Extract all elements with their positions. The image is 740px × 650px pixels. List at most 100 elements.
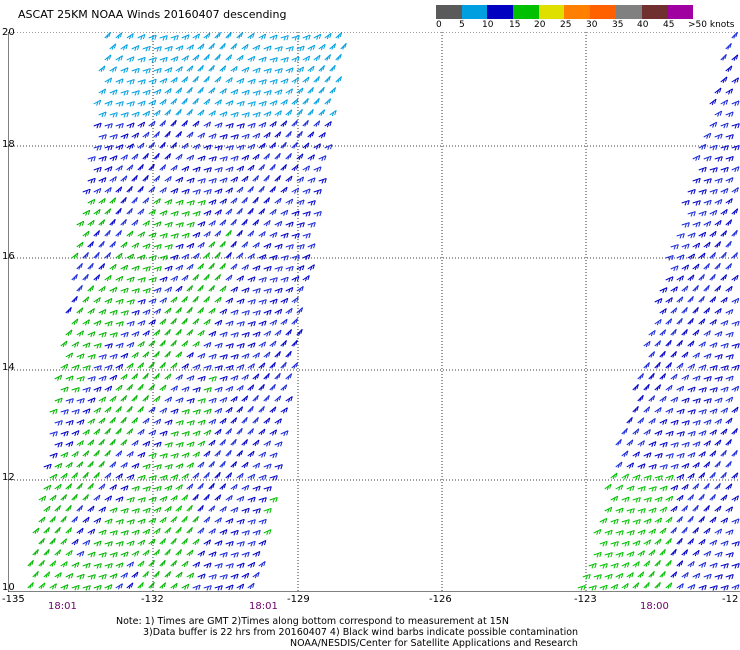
wind-barb [98, 506, 107, 513]
wind-barb [203, 75, 210, 83]
wind-barb [252, 175, 259, 182]
wind-barb [98, 331, 107, 338]
wind-barb [142, 153, 149, 160]
wind-barb [214, 428, 222, 436]
wind-barb [214, 251, 221, 259]
wind-barb [659, 441, 668, 448]
wind-barb [109, 507, 118, 514]
wind-barb [714, 418, 723, 425]
wind-barb [709, 121, 718, 128]
wind-barb [720, 342, 729, 349]
wind-barb [142, 463, 151, 470]
wind-barb [654, 430, 663, 437]
wind-barb [82, 209, 91, 216]
wind-barb [698, 561, 707, 568]
wind-barb [659, 485, 668, 492]
wind-barb [698, 318, 706, 325]
lat-label: 16 [2, 251, 15, 262]
wind-barb [285, 329, 293, 336]
wind-barb [252, 265, 261, 272]
wind-barb [115, 123, 124, 129]
wind-barb [621, 583, 629, 590]
wind-barb [659, 506, 668, 513]
wind-barb [725, 439, 732, 446]
wind-barb [170, 408, 179, 415]
wind-barb [192, 386, 201, 393]
wind-barb [670, 265, 679, 272]
wind-barb [258, 79, 267, 85]
scale-label: 40 [637, 20, 649, 30]
wind-barb [115, 101, 124, 107]
wind-barb [654, 581, 661, 589]
wind-barb [164, 244, 173, 250]
wind-barb [148, 538, 156, 546]
wind-barb [186, 177, 195, 184]
wind-barb [731, 343, 740, 349]
wind-barb [181, 296, 188, 303]
wind-barb [302, 142, 310, 149]
wind-barb [192, 472, 200, 479]
wind-barb [98, 417, 106, 425]
lon-label: -12 [722, 594, 739, 605]
wind-barb [175, 571, 183, 579]
wind-barb [313, 97, 320, 105]
wind-barb [131, 331, 140, 338]
wind-barb [170, 495, 178, 502]
wind-barb [659, 418, 668, 425]
wind-barb [648, 570, 655, 578]
wind-barb [698, 472, 706, 479]
wind-barb [192, 516, 199, 523]
wind-barb [670, 463, 679, 470]
wind-barb [197, 199, 206, 206]
wind-barb [120, 551, 129, 558]
wind-barb [643, 383, 650, 391]
wind-barb [175, 351, 183, 358]
wind-barb [285, 373, 293, 380]
wind-barb [181, 120, 188, 127]
wind-barb [676, 452, 685, 459]
wind-barb [159, 339, 166, 347]
wind-barb [43, 548, 50, 556]
wind-barb [159, 210, 168, 217]
wind-barb [148, 78, 157, 85]
wind-barb [76, 220, 85, 227]
wind-barb [632, 405, 639, 413]
wind-barb [137, 231, 146, 238]
wind-barb [126, 405, 133, 413]
wind-barb [87, 219, 95, 227]
wind-barb [109, 66, 117, 73]
wind-barb [148, 581, 155, 589]
wind-barb [709, 296, 717, 303]
wind-barb [93, 166, 102, 173]
wind-barb [153, 395, 161, 403]
wind-barb [725, 417, 733, 425]
wind-barb [654, 407, 662, 414]
wind-barb [269, 383, 276, 391]
wind-barb [159, 559, 166, 567]
wind-barb [115, 450, 123, 457]
wind-barb [725, 308, 734, 315]
wind-barb [731, 472, 739, 479]
wind-barb [93, 230, 101, 237]
wind-barb [82, 539, 91, 546]
wind-barb [725, 483, 733, 490]
wind-barb [258, 560, 266, 568]
wind-barb [626, 530, 635, 536]
wind-barb [82, 585, 91, 591]
wind-barb [714, 331, 723, 338]
wind-barb [142, 507, 151, 514]
wind-barb [170, 164, 178, 172]
wind-barb [181, 363, 189, 370]
wind-barb [192, 98, 199, 105]
wind-barb [230, 375, 239, 382]
wind-barb [610, 541, 619, 547]
wind-barb [225, 32, 232, 39]
wind-barb [676, 233, 685, 239]
wind-barb [137, 582, 144, 589]
wind-barb [720, 99, 729, 106]
wind-barb [687, 295, 694, 303]
wind-barb [241, 89, 250, 96]
wind-barb [637, 373, 644, 380]
wind-barb [131, 265, 140, 272]
wind-barb [137, 185, 144, 193]
